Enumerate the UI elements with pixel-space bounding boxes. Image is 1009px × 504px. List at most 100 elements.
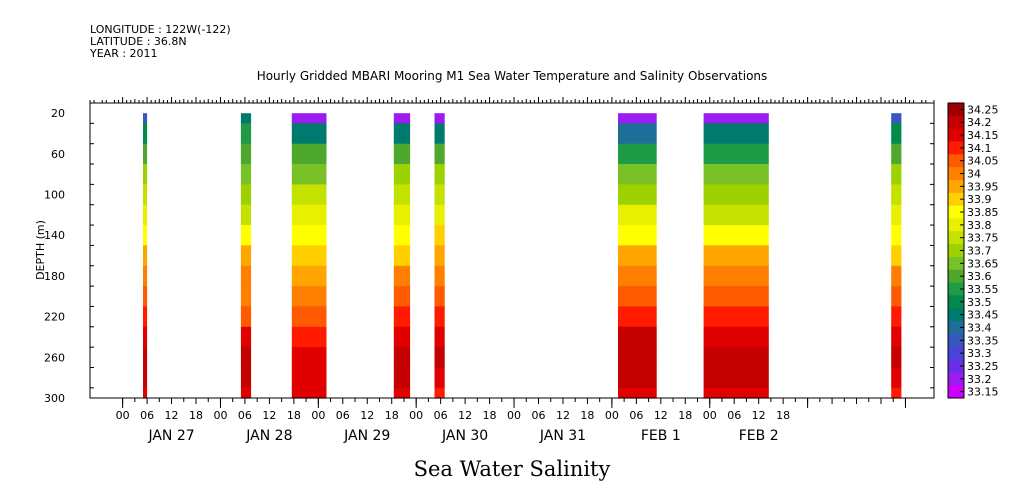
colorbar-swatch <box>948 231 964 245</box>
heatmap-cell <box>891 245 902 267</box>
heatmap-cells <box>143 113 902 399</box>
heatmap-cell <box>618 265 657 287</box>
heatmap-cell <box>291 123 327 145</box>
colorbar-swatch <box>948 128 964 142</box>
x-tick-label: 12 <box>556 409 570 422</box>
heatmap-cell <box>618 286 657 307</box>
heatmap-cell <box>240 387 252 399</box>
heatmap-cell <box>618 347 657 368</box>
heatmap-cell <box>291 245 327 267</box>
x-day-label: JAN 27 <box>147 428 194 444</box>
x-tick-label: 00 <box>213 409 227 422</box>
heatmap-cell <box>703 184 769 206</box>
colorbar-swatch <box>948 269 964 283</box>
heatmap-cell <box>703 286 769 307</box>
colorbar-swatch <box>948 295 964 309</box>
heatmap-cell <box>240 204 252 226</box>
y-tick-label: 300 <box>44 392 65 405</box>
heatmap-cell <box>291 387 327 399</box>
colorbar-swatch <box>948 115 964 130</box>
heatmap-cell <box>291 326 327 348</box>
heatmap-cell <box>703 367 769 389</box>
heatmap-cell <box>891 265 902 287</box>
colorbar-swatch <box>948 103 964 117</box>
heatmap-cell <box>143 143 148 165</box>
heatmap-cell <box>618 245 657 267</box>
heatmap-cell <box>143 225 148 246</box>
heatmap-cell <box>891 164 902 185</box>
colorbar-label: 33.25 <box>967 360 999 373</box>
colorbar-swatch <box>948 372 964 386</box>
x-tick-label: 00 <box>409 409 423 422</box>
heatmap-cell <box>240 143 252 165</box>
heatmap-cell <box>434 113 445 124</box>
colorbar-label: 34.1 <box>967 142 992 155</box>
colorbar-label: 33.9 <box>967 193 992 206</box>
x-tick-label: 06 <box>434 409 448 422</box>
heatmap-cell <box>143 265 148 287</box>
heatmap-cell <box>393 265 411 287</box>
colorbar-swatch <box>948 192 964 207</box>
heatmap-cell <box>703 143 769 165</box>
heatmap-cell <box>291 204 327 226</box>
colorbar-swatch <box>948 179 964 194</box>
x-day-label: JAN 29 <box>343 428 390 444</box>
heatmap-cell <box>891 143 902 165</box>
heatmap-cell <box>393 164 411 185</box>
colorbar-label: 34.05 <box>967 155 999 168</box>
heatmap-cell <box>618 204 657 226</box>
x-tick-label: 18 <box>580 409 594 422</box>
heatmap-cell <box>143 286 148 307</box>
heatmap-cell <box>618 123 657 145</box>
heatmap-cell <box>703 387 769 399</box>
heatmap-cell <box>393 204 411 226</box>
heatmap-cell <box>240 245 252 267</box>
colorbar-swatch <box>948 282 964 296</box>
heatmap-cell <box>240 286 252 307</box>
heatmap-cell <box>291 184 327 206</box>
heatmap-cell <box>393 113 411 124</box>
colorbar-label: 33.8 <box>967 219 992 232</box>
x-tick-label: 06 <box>727 409 741 422</box>
heatmap-cell <box>240 164 252 185</box>
colorbar-label: 34 <box>967 168 981 181</box>
colorbar-swatch <box>948 333 964 348</box>
colorbar-label: 33.15 <box>967 386 999 399</box>
colorbar-label: 33.75 <box>967 232 999 245</box>
heatmap-cell <box>143 164 148 185</box>
heatmap-cell <box>143 347 148 368</box>
chart-title: Hourly Gridded MBARI Mooring M1 Sea Wate… <box>257 69 768 83</box>
heatmap-cell <box>393 225 411 246</box>
y-tick-label: 260 <box>44 351 65 364</box>
x-tick-label: 12 <box>458 409 472 422</box>
heatmap-cell <box>143 367 148 389</box>
heatmap-cell <box>393 245 411 267</box>
heatmap-cell <box>891 113 902 124</box>
y-axis-label: DEPTH (m) <box>34 220 47 280</box>
heatmap-cell <box>434 184 445 206</box>
heatmap-cell <box>618 367 657 389</box>
colorbar-label: 33.65 <box>967 257 999 270</box>
x-tick-label: 12 <box>165 409 179 422</box>
heatmap-cell <box>434 367 445 389</box>
x-tick-label: 18 <box>678 409 692 422</box>
heatmap-cell <box>618 306 657 328</box>
colorbar-swatch <box>948 205 964 219</box>
colorbar-label: 34.2 <box>967 116 992 129</box>
heatmap-cell <box>891 204 902 226</box>
colorbar-swatch <box>948 154 964 168</box>
colorbar-swatch <box>948 244 964 258</box>
colorbar-label: 34.25 <box>967 103 999 116</box>
heatmap-cell <box>291 225 327 246</box>
heatmap-cell <box>240 347 252 368</box>
heatmap-cell <box>393 306 411 328</box>
heatmap-cell <box>703 113 769 124</box>
heatmap-cell <box>291 113 327 124</box>
year-label: YEAR : 2011 <box>90 47 158 60</box>
heatmap-cell <box>143 204 148 226</box>
x-tick-label: 00 <box>116 409 130 422</box>
heatmap-cell <box>143 387 148 399</box>
x-tick-label: 18 <box>189 409 203 422</box>
heatmap-cell <box>891 123 902 145</box>
heatmap-cell <box>703 204 769 226</box>
